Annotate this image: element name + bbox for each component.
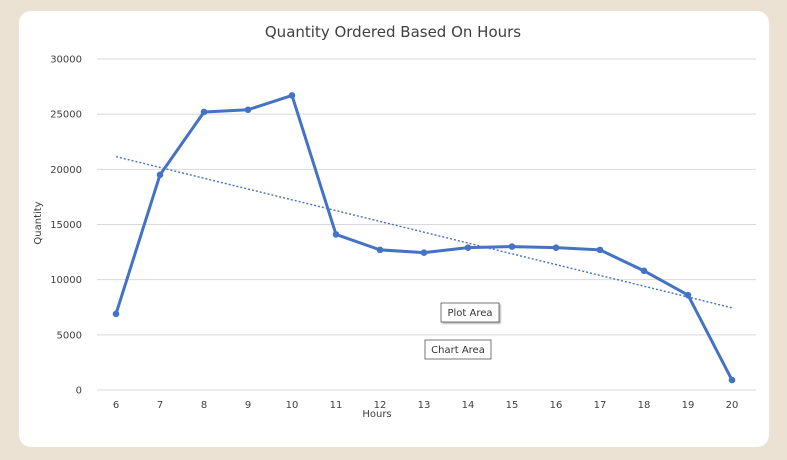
data-point [288,92,296,99]
trendline [115,155,733,309]
data-point [376,246,384,254]
y-tick-label: 5000 [57,330,82,341]
x-tick-label: 14 [462,400,475,411]
data-points [112,92,736,384]
gridlines [97,58,756,336]
chart-title: Quantity Ordered Based On Hours [265,23,521,41]
data-point [420,249,428,256]
y-tick-label: 30000 [50,55,82,66]
y-axis-title: Quantity [33,201,44,244]
x-tick-label: 9 [245,400,251,411]
x-tick-label: 8 [201,400,207,411]
x-tick-label: 13 [418,400,431,411]
data-point [244,106,252,114]
y-tick-label: 0 [76,386,82,397]
plot-area-tooltip: Plot Area [440,302,500,323]
line-chart: Quantity Ordered Based On Hours 05000100… [33,23,756,420]
data-point [156,171,164,179]
x-tick-label: 19 [682,400,695,411]
chart-area-tooltip: Chart Area [424,339,492,360]
x-tick-label: 11 [330,400,343,411]
data-point [464,244,472,251]
data-point [596,246,604,254]
y-tick-label: 20000 [50,165,82,176]
data-point [200,108,208,116]
x-tick-label: 7 [157,400,163,411]
x-axis-title: Hours [362,409,391,420]
data-point [684,291,692,299]
plot-area-label: Plot Area [447,308,492,319]
x-tick-label: 6 [113,400,119,411]
x-tick-label: 17 [594,400,607,411]
x-tick-label: 12 [374,400,387,411]
data-point [508,243,516,250]
y-tick-label: 10000 [50,275,82,286]
y-axis-ticks: 0 5000 10000 15000 20000 25000 30000 [50,55,82,397]
x-tick-label: 18 [638,400,651,411]
data-point [728,376,736,384]
x-axis-ticks: 6 7 8 9 10 11 12 13 14 15 16 17 18 19 20 [113,400,739,411]
data-point [332,231,340,238]
data-point [640,267,648,275]
y-tick-label: 25000 [50,110,82,121]
x-tick-label: 16 [550,400,563,411]
y-tick-label: 15000 [50,220,82,231]
x-tick-label: 15 [506,400,519,411]
data-point [552,244,560,251]
series-line [114,93,734,381]
x-tick-label: 20 [726,400,739,411]
data-point [112,310,120,318]
x-tick-label: 10 [286,400,299,411]
chart-area: Quantity Ordered Based On Hours 0 5000 100… [19,11,769,447]
chart-area-label: Chart Area [431,345,485,356]
